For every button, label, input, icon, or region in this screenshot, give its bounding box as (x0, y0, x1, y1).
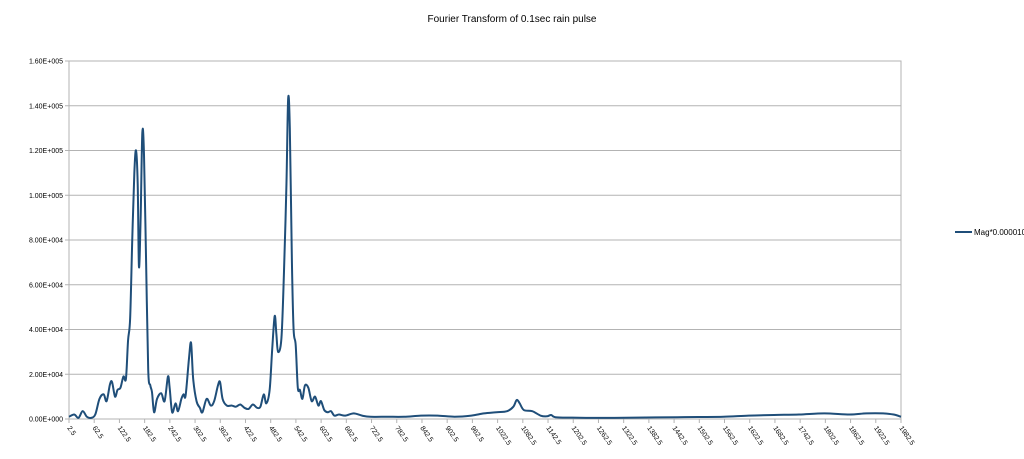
y-tick-label: 6.00E+004 (29, 282, 63, 289)
y-tick-label: 1.00E+005 (29, 193, 63, 200)
legend-label: Mag*0.000010 (974, 228, 1024, 237)
y-tick-label: 4.00E+004 (29, 327, 63, 334)
y-tick-label: 1.20E+005 (29, 148, 63, 155)
y-tick-label: 8.00E+004 (29, 238, 63, 245)
series-group (68, 94, 902, 420)
chart-title: Fourier Transform of 0.1sec rain pulse (428, 14, 597, 25)
y-tick-label: 1.40E+005 (29, 103, 63, 110)
y-tick-label: 1.60E+005 (29, 59, 63, 66)
y-tick-label: 0.00E+000 (29, 417, 63, 424)
y-tick-label: 2.00E+004 (29, 372, 63, 379)
y-axis: 0.00E+000 2.00E+004 4.00E+004 6.00E+004 8.00… (29, 59, 69, 424)
gridlines (69, 60, 901, 420)
series-line (68, 94, 902, 420)
x-tick-label: 2.5 (65, 425, 76, 437)
legend: Mag*0.000010 (955, 228, 1024, 237)
